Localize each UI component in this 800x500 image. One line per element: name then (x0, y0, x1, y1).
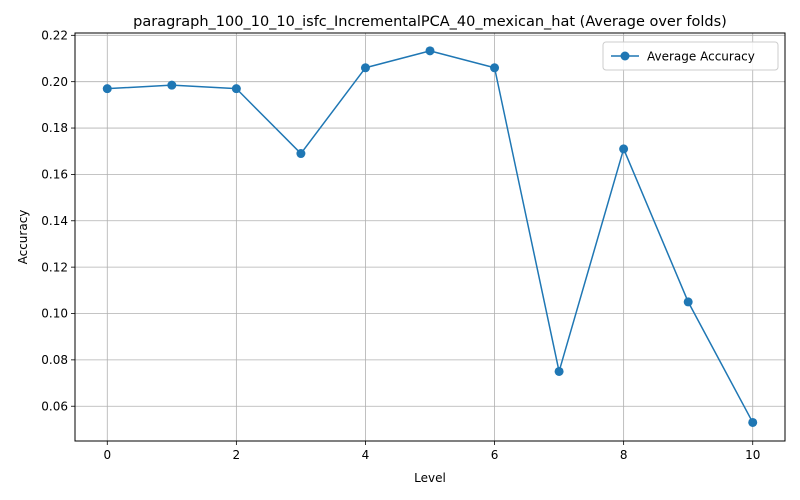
plot-frame (74, 32, 786, 442)
x-axis-title: Level (414, 471, 446, 485)
x-tick-label: 6 (491, 448, 499, 462)
y-tick-label: 0.16 (41, 168, 68, 182)
x-tick-label: 8 (620, 448, 628, 462)
axis-ticks: 0 2 4 6 8 10 0.06 0.08 0.10 0.12 0.14 0.16 0.18 0.20 0… (41, 29, 760, 462)
data-point (296, 149, 306, 159)
data-point (619, 144, 629, 154)
data-point (683, 297, 693, 307)
y-tick-label: 0.12 (41, 260, 68, 274)
grid (75, 33, 785, 441)
data-point (490, 63, 500, 73)
y-tick-label: 0.20 (41, 75, 68, 89)
y-tick-label: 0.14 (41, 214, 68, 228)
y-tick-label: 0.22 (41, 29, 68, 43)
legend-entry-average-accuracy: Average Accuracy (647, 50, 755, 64)
x-tick-label: 2 (233, 448, 241, 462)
data-point (102, 84, 112, 94)
series-line-average-accuracy (107, 50, 754, 423)
series (102, 46, 758, 427)
data-point (554, 366, 564, 376)
legend-marker-swatch (620, 51, 630, 61)
data-point (360, 63, 370, 73)
y-axis-title: Accuracy (16, 210, 30, 265)
y-tick-label: 0.10 (41, 307, 68, 321)
y-tick-label: 0.18 (41, 121, 68, 135)
data-point (425, 46, 435, 56)
x-tick-label: 4 (362, 448, 370, 462)
y-tick-label: 0.06 (41, 399, 68, 413)
y-tick-label: 0.08 (41, 353, 68, 367)
x-tick-label: 0 (103, 448, 111, 462)
data-point (748, 417, 758, 427)
x-tick-label: 10 (745, 448, 760, 462)
data-point (231, 84, 241, 94)
legend-box (602, 41, 779, 71)
data-point (167, 80, 177, 90)
chart-title: paragraph_100_10_10_isfc_IncrementalPCA_… (133, 14, 727, 30)
legend: Average Accuracy (602, 41, 779, 71)
